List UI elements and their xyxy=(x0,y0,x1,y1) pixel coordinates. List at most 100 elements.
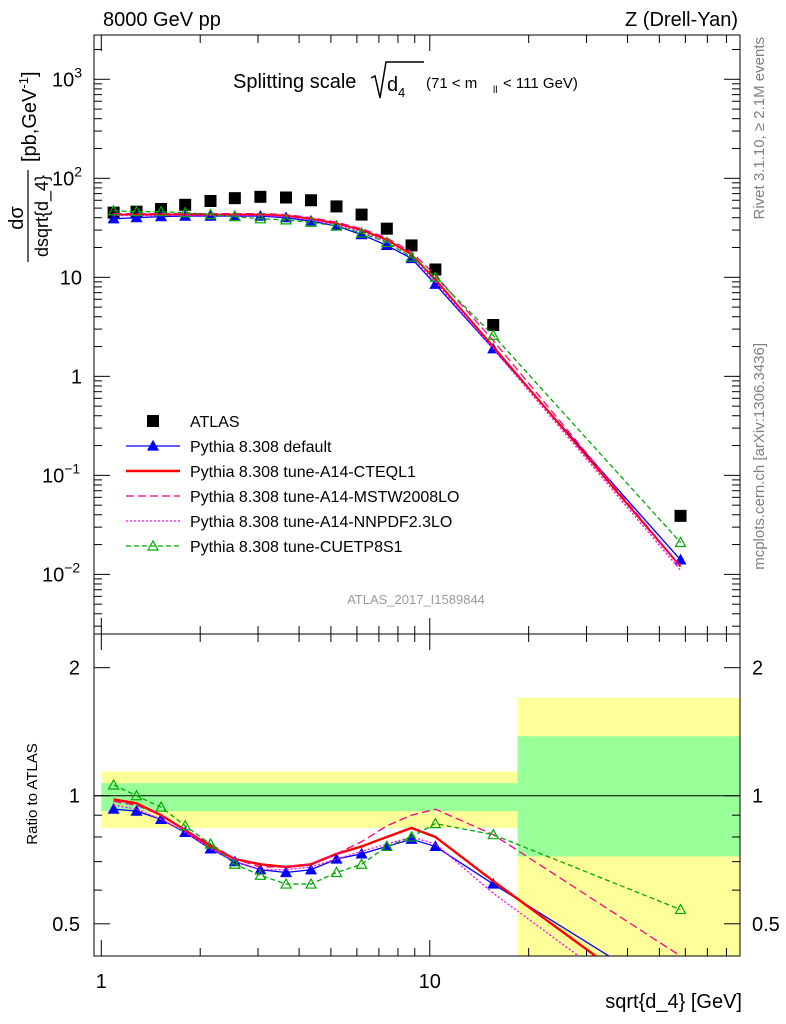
header-left: 8000 GeV pp xyxy=(103,9,221,31)
ratio-band-inner-0 xyxy=(101,783,518,812)
y-tick-label-main: 10−1 xyxy=(42,460,80,487)
ratio-point-pythia-8-308-default xyxy=(107,802,120,814)
svg-text:dsqrt{d_4}: dsqrt{d_4} xyxy=(32,175,53,257)
x-tick-label: 1 xyxy=(96,971,107,993)
main-point-pythia-8-308-tune-cuetp8s1 xyxy=(674,536,687,548)
main-line-pythia-8-308-default xyxy=(113,215,682,561)
y-tick-label-main: 10−2 xyxy=(42,559,80,586)
y-tick-label-ratio: 2 xyxy=(69,658,80,680)
y-tick-base: 10 xyxy=(52,69,74,91)
atlas-data-point xyxy=(280,191,293,204)
y-axis-label-main: dσ dsqrt{d_4} [pb,GeV-1] xyxy=(6,71,53,262)
svg-text:dσ: dσ xyxy=(6,206,28,230)
ratio-point-pythia-8-308-tune-cuetp8s1 xyxy=(380,840,393,852)
atlas-data-point xyxy=(487,318,500,331)
legend-marker-pythia-8-308-tune-cuetp8s1 xyxy=(146,539,160,551)
main-point-pythia-8-308-tune-cuetp8s1 xyxy=(429,271,442,282)
ratio-uncertainty-bands xyxy=(101,697,740,956)
ratio-line-pythia-8-308-tune-cuetp8s1 xyxy=(113,784,681,911)
atlas-data-point xyxy=(405,239,418,252)
legend-label-pythia-8-308-tune-a14-mstw2008lo: Pythia 8.308 tune-A14-MSTW2008LO xyxy=(190,489,459,506)
ratio-band-inner-1 xyxy=(517,736,740,857)
main-point-pythia-8-308-tune-cuetp8s1 xyxy=(380,236,393,248)
main-point-pythia-8-308-default xyxy=(130,211,143,223)
ratio-point-pythia-8-308-tune-cuetp8s1 xyxy=(254,869,267,880)
main-point-pythia-8-308-tune-cuetp8s1 xyxy=(228,210,241,222)
title-range-lo: (71 < m xyxy=(426,75,477,92)
ratio-line-pythia-8-308-tune-a14-mstw2008lo xyxy=(113,800,681,956)
ratio-point-pythia-8-308-tune-cuetp8s1 xyxy=(305,877,318,889)
y-tick-label-main: 1 xyxy=(71,366,82,388)
side-label-rivet: Rivet 3.1.10, ≥ 2.1M events xyxy=(751,37,768,220)
main-point-pythia-8-308-tune-cuetp8s1 xyxy=(279,213,293,225)
ratio-point-pythia-8-308-tune-cuetp8s1 xyxy=(130,789,143,801)
main-line-pythia-8-308-tune-a14-mstw2008lo xyxy=(113,212,682,567)
y-tick-exponent: 3 xyxy=(74,64,82,80)
ratio-point-pythia-8-308-tune-cuetp8s1 xyxy=(429,817,442,829)
main-point-pythia-8-308-default xyxy=(107,212,120,224)
main-point-pythia-8-308-tune-cuetp8s1 xyxy=(130,205,143,217)
main-point-pythia-8-308-tune-cuetp8s1 xyxy=(355,226,368,238)
y-tick-exponent: 2 xyxy=(74,163,82,179)
atlas-data-point xyxy=(355,208,368,221)
y-tick-base: 10 xyxy=(42,564,64,586)
plot-title: Splitting scale d 4 (71 < m ll < 111 GeV… xyxy=(233,61,578,100)
svg-text:[pb,GeV-1]: [pb,GeV-1] xyxy=(16,71,41,162)
ratio-point-pythia-8-308-tune-cuetp8s1 xyxy=(405,830,418,842)
svg-text:Splitting scale: Splitting scale xyxy=(233,71,356,93)
y-tick-exponent: −2 xyxy=(64,559,80,575)
ratio-line-pythia-8-308-tune-a14-nnpdf2-3lo xyxy=(113,804,580,956)
title-main: Splitting scale xyxy=(233,71,356,93)
main-point-pythia-8-308-tune-cuetp8s1 xyxy=(204,208,217,220)
legend-label-atlas: ATLAS xyxy=(190,414,240,431)
main-point-pythia-8-308-tune-cuetp8s1 xyxy=(487,329,500,340)
ratio-point-pythia-8-308-tune-cuetp8s1 xyxy=(674,903,687,915)
main-series-group xyxy=(107,190,687,571)
y-tick-base: 10 xyxy=(60,267,82,289)
y-tick-label-ratio-right: 1 xyxy=(752,786,763,808)
atlas-data-point xyxy=(380,222,393,235)
atlas-data-point xyxy=(674,509,687,522)
legend-marker-pythia-8-308-default xyxy=(146,439,160,451)
y-tick-base: 10 xyxy=(42,465,64,487)
ratio-line-pythia-8-308-default xyxy=(113,808,611,956)
main-point-pythia-8-308-default xyxy=(674,553,687,565)
ratio-point-pythia-8-308-tune-cuetp8s1 xyxy=(279,877,293,889)
ratio-point-pythia-8-308-default xyxy=(305,863,318,875)
y-tick-base: 1 xyxy=(71,366,82,388)
ratio-point-pythia-8-308-default xyxy=(130,804,143,816)
main-point-pythia-8-308-tune-cuetp8s1 xyxy=(305,215,318,227)
watermark: ATLAS_2017_I1589844 xyxy=(347,592,485,607)
main-line-pythia-8-308-tune-cuetp8s1 xyxy=(113,210,682,543)
legend-label-pythia-8-308-tune-cuetp8s1: Pythia 8.308 tune-CUETP8S1 xyxy=(190,539,403,556)
ratio-point-pythia-8-308-tune-cuetp8s1 xyxy=(228,858,241,869)
atlas-data-point xyxy=(429,263,442,276)
ylabel-numerator: dσ xyxy=(6,206,28,230)
atlas-data-point xyxy=(179,198,192,211)
y-tick-label-ratio: 1 xyxy=(69,786,80,808)
y-tick-base: 10 xyxy=(52,168,74,190)
title-range-hi: < 111 GeV) xyxy=(503,75,578,92)
ratio-point-pythia-8-308-tune-cuetp8s1 xyxy=(107,778,120,790)
ratio-point-pythia-8-308-tune-cuetp8s1 xyxy=(204,837,217,849)
ratio-point-pythia-8-308-tune-cuetp8s1 xyxy=(330,866,343,878)
main-point-pythia-8-308-default xyxy=(380,239,393,251)
side-label-mcplots: mcplots.cern.ch [arXiv:1306.3436] xyxy=(751,343,768,570)
y-tick-label-ratio-right: 2 xyxy=(752,658,763,680)
title-sub: d xyxy=(387,74,398,96)
x-tick-label: 10 xyxy=(419,971,441,993)
main-point-pythia-8-308-tune-cuetp8s1 xyxy=(155,205,168,217)
ylabel-unit-close: ] xyxy=(19,71,41,77)
ratio-point-pythia-8-308-tune-cuetp8s1 xyxy=(355,858,368,869)
y-axis-label-ratio: Ratio to ATLAS xyxy=(24,743,41,844)
ylabel-denominator: dsqrt{d_4} xyxy=(32,175,53,257)
title-sub-index: 4 xyxy=(398,85,405,100)
main-point-pythia-8-308-tune-cuetp8s1 xyxy=(405,250,418,262)
ratio-plot-frame xyxy=(93,633,741,957)
svg-text:ll: ll xyxy=(493,85,497,96)
y-tick-label-ratio: 0.5 xyxy=(52,914,80,936)
atlas-data-point xyxy=(254,190,267,203)
atlas-data-point xyxy=(330,200,343,213)
